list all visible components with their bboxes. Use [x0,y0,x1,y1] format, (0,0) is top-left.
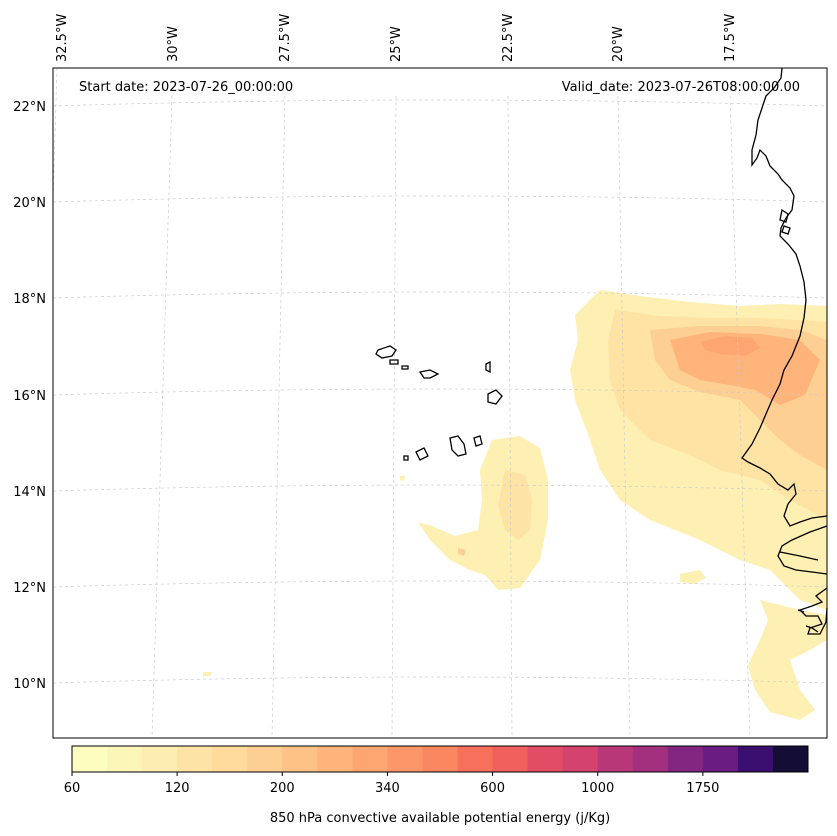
gridline-lat-14 [52,484,828,492]
gridline-lat-22 [52,99,828,107]
cape-region-south-spot [680,570,706,584]
gridline-lat-10 [52,676,828,684]
gridline-lon-25 [391,95,397,739]
coastline-santiago [449,435,467,457]
valid-date-annotation: Valid_date: 2023-07-26T08:00:00.00 [562,80,800,95]
cape-field [203,290,827,720]
map-frame [52,67,828,739]
cape-region-tiny [203,672,212,676]
colorbar-cell [772,746,809,772]
coastline-maio [473,435,483,447]
lon-label-20w: 20°W [611,26,626,62]
colorbar-cell [737,746,774,772]
colorbar-cell [457,746,494,772]
colorbar-cell [177,746,213,772]
colorbar-cell [702,746,739,772]
gridline-lon-27-5 [271,95,286,739]
gridline-lat-16 [52,388,828,396]
gridline-lon-22-5 [507,95,513,739]
graticule [52,67,828,739]
coastline-island-north-2 [781,225,791,235]
coastline-bijagos [797,609,819,633]
coastline-sal [485,360,491,374]
lon-label-30w: 30°W [166,26,181,62]
lon-label-25w: 25°W [389,26,404,62]
coastline-fogo [415,447,429,461]
cape-region-south [748,600,827,720]
colorbar-tick-label: 200 [270,781,295,796]
coastline-santo-antao [375,345,397,359]
coastline-brava [403,455,409,461]
gridline-lat-12 [52,580,828,588]
coastline-santa-luzia [401,365,409,370]
colorbar-tick-label: 60 [64,781,81,796]
colorbar: 60 120 200 340 600 1000 1750 850 hPa convectiv… [64,745,809,826]
colorbar-cell [107,746,143,772]
colorbar-cell [597,746,634,772]
colorbar-cell [422,746,459,772]
coastline-boa-vista [487,389,503,405]
colorbar-cell [632,746,669,772]
lat-label-12n: 12°N [13,581,46,596]
colorbar-cell [282,746,318,772]
coastline-guinea [777,525,828,635]
colorbar-frame [71,745,809,773]
lon-label-27-5w: 27.5°W [278,14,293,62]
colorbar-cell [72,746,108,772]
lat-label-22n: 22°N [13,100,46,115]
lon-labels: 32.5°W 30°W 27.5°W 25°W 22.5°W 20°W 17.5… [55,14,738,62]
lat-label-18n: 18°N [13,292,46,307]
colorbar-cell [212,746,248,772]
colorbar-cell [562,746,599,772]
colorbar-tick-label: 120 [165,781,190,796]
gridline-lon-30 [151,95,173,739]
lat-label-14n: 14°N [13,485,46,500]
lat-label-16n: 16°N [13,389,46,404]
colorbar-cell [527,746,564,772]
cape-region-ocean-spot [458,548,466,556]
colorbar-ticks: 60 120 200 340 600 1000 1750 [64,772,719,796]
colorbar-cell [492,746,529,772]
start-date-annotation: Start date: 2023-07-26_00:00:00 [79,80,293,95]
coastline-island-north-1 [779,208,789,223]
coastline-africa-west [741,67,828,527]
gridline-lon-20 [617,95,631,739]
lat-label-20n: 20°N [13,196,46,211]
colorbar-cell [317,746,353,772]
gridline-lat-18 [52,291,828,299]
colorbar-label: 850 hPa convective available potential e… [270,811,610,826]
gridline-lon-32-5 [52,67,58,201]
lon-label-32-5w: 32.5°W [55,14,70,62]
cape-region-tiny-2 [400,476,405,481]
colorbar-tick-label: 1000 [581,781,614,796]
colorbar-tick-label: 1750 [686,781,719,796]
cape-region-ocean-inner [498,470,532,540]
colorbar-cells [72,746,809,772]
coastline-sao-vicente [389,359,399,365]
colorbar-tick-label: 340 [375,781,400,796]
cape-region-continent-peak [700,336,760,356]
colorbar-cell [247,746,283,772]
map-panel: Start date: 2023-07-26_00:00:00 Valid_da… [52,67,828,739]
coastline-sao-nicolau [418,369,440,379]
colorbar-cell [667,746,704,772]
lon-label-17-5w: 17.5°W [723,14,738,62]
colorbar-cell [387,746,423,772]
lon-label-22-5w: 22.5°W [501,14,516,62]
gridline-lat-20 [52,195,828,203]
lat-label-10n: 10°N [13,677,46,692]
colorbar-cell [352,746,388,772]
colorbar-cell [142,746,178,772]
colorbar-tick-label: 600 [480,781,505,796]
coastlines [375,67,828,635]
lat-labels: 22°N 20°N 18°N 16°N 14°N 12°N 10°N [13,100,46,692]
gridline-lon-17-5 [729,95,751,739]
